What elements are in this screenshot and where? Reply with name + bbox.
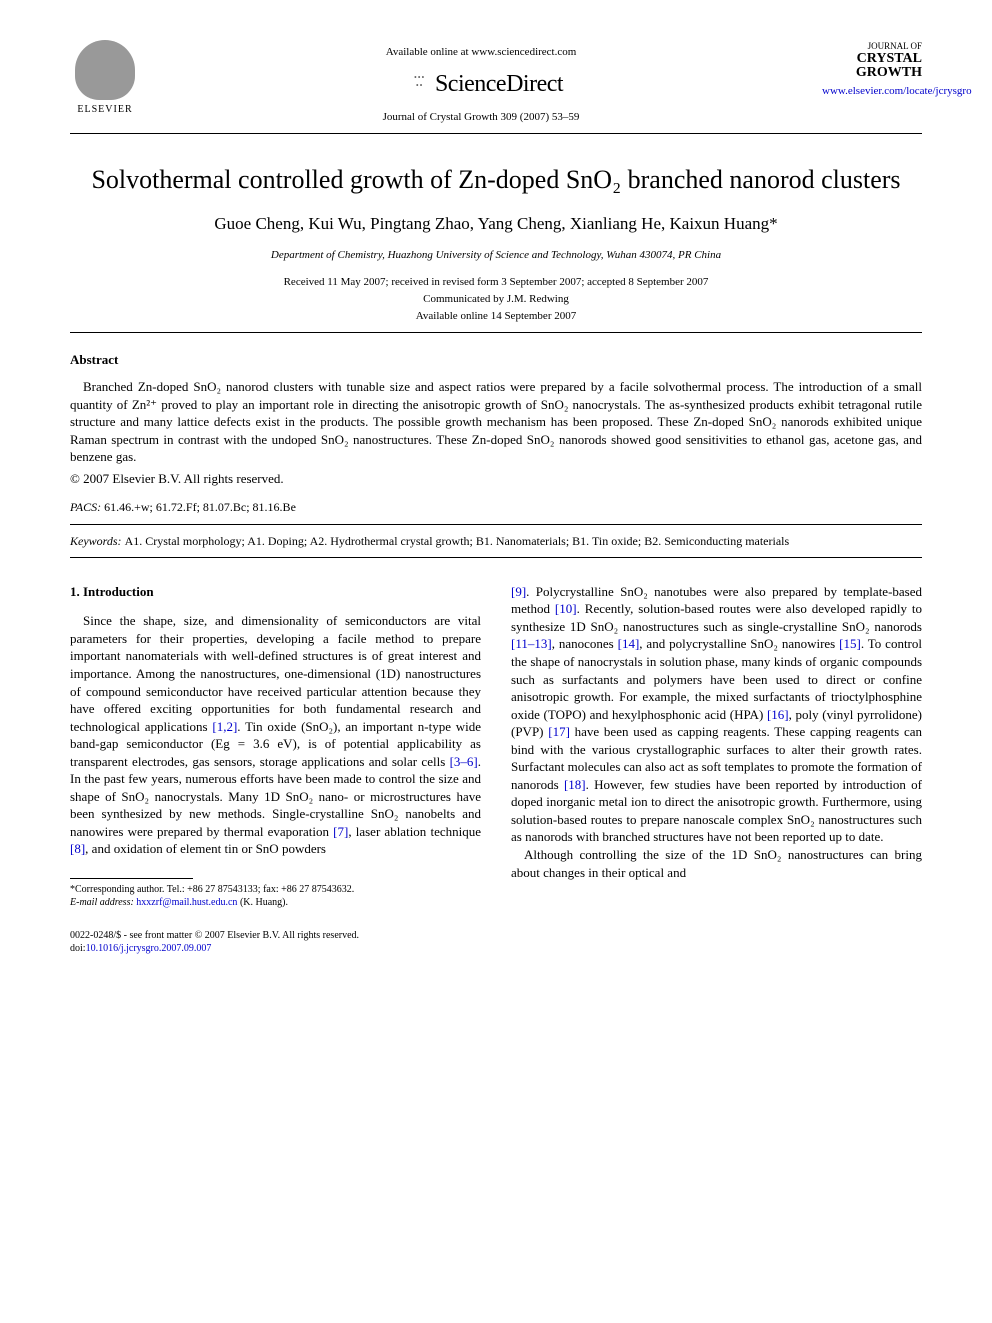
ref-link[interactable]: [9] [511,584,526,599]
journal-link[interactable]: www.elsevier.com/locate/jcrysgro [822,84,922,99]
journal-name: CRYSTAL GROWTH [822,52,922,80]
ref-link[interactable]: [18] [564,777,586,792]
journal-reference: Journal of Crystal Growth 309 (2007) 53–… [140,110,822,125]
divider [70,524,922,525]
intro-paragraph-2: Although controlling the size of the 1D … [511,846,922,881]
doi-label: doi: [70,943,86,954]
ref-link[interactable]: [10] [555,601,577,616]
ref-link[interactable]: [3–6] [450,754,478,769]
keywords-label: Keywords: [70,534,122,548]
right-column: [9]. Polycrystalline SnO₂ nanotubes were… [511,583,922,956]
keywords-value: A1. Crystal morphology; A1. Doping; A2. … [125,534,790,548]
ref-link[interactable]: [11–13] [511,636,552,651]
email-suffix: (K. Huang). [240,897,288,908]
body-columns: 1. Introduction Since the shape, size, a… [70,583,922,956]
issn-line: 0022-0248/$ - see front matter © 2007 El… [70,929,481,943]
divider [70,332,922,333]
elsevier-logo: ELSEVIER [70,40,140,117]
authors: Guoe Cheng, Kui Wu, Pingtang Zhao, Yang … [70,213,922,236]
email-link[interactable]: hxxzrf@mail.hust.edu.cn [136,897,237,908]
email-footnote: E-mail address: hxxzrf@mail.hust.edu.cn … [70,896,481,909]
divider [70,133,922,134]
ref-link[interactable]: [1,2] [212,719,237,734]
section-1-heading: 1. Introduction [70,583,481,601]
keywords-line: Keywords: A1. Crystal morphology; A1. Do… [70,533,922,549]
intro-paragraph-1-cont: [9]. Polycrystalline SnO₂ nanotubes were… [511,583,922,846]
sciencedirect-logo: ScienceDirect [399,68,563,100]
header-row: ELSEVIER Available online at www.science… [70,40,922,125]
footer-block: 0022-0248/$ - see front matter © 2007 El… [70,929,481,956]
abstract-heading: Abstract [70,351,922,369]
ref-link[interactable]: [16] [767,707,789,722]
affiliation: Department of Chemistry, Huazhong Univer… [70,248,922,263]
journal-logo: JOURNAL OF CRYSTAL GROWTH www.elsevier.c… [822,40,922,99]
communicated-by: Communicated by J.M. Redwing [70,292,922,307]
ref-link[interactable]: [7] [333,824,348,839]
divider [70,557,922,558]
sd-dots-icon [399,74,429,94]
ref-link[interactable]: [8] [70,841,85,856]
corresponding-author-footnote: *Corresponding author. Tel.: +86 27 8754… [70,883,481,896]
intro-paragraph-1: Since the shape, size, and dimensionalit… [70,612,481,858]
pacs-value: 61.46.+w; 61.72.Ff; 81.07.Bc; 81.16.Be [104,500,296,514]
left-column: 1. Introduction Since the shape, size, a… [70,583,481,956]
ref-link[interactable]: [17] [548,724,570,739]
available-online: Available online at www.sciencedirect.co… [140,45,822,60]
elsevier-tree-icon [75,40,135,100]
doi-line: doi:10.1016/j.jcrysgro.2007.09.007 [70,942,481,956]
elsevier-label: ELSEVIER [70,103,140,117]
center-header: Available online at www.sciencedirect.co… [140,40,822,125]
email-label: E-mail address: [70,897,134,908]
doi-link[interactable]: 10.1016/j.jcrysgro.2007.09.007 [86,943,212,954]
pacs-line: PACS: 61.46.+w; 61.72.Ff; 81.07.Bc; 81.1… [70,499,922,515]
pacs-label: PACS: [70,500,101,514]
footnote-divider [70,878,193,879]
received-dates: Received 11 May 2007; received in revise… [70,275,922,290]
abstract-copyright: © 2007 Elsevier B.V. All rights reserved… [70,470,922,488]
ref-link[interactable]: [14] [618,636,640,651]
ref-link[interactable]: [15] [839,636,861,651]
sciencedirect-text: ScienceDirect [435,68,563,100]
abstract-text: Branched Zn-doped SnO₂ nanorod clusters … [70,378,922,466]
online-date: Available online 14 September 2007 [70,309,922,324]
article-title: Solvothermal controlled growth of Zn-dop… [70,164,922,195]
